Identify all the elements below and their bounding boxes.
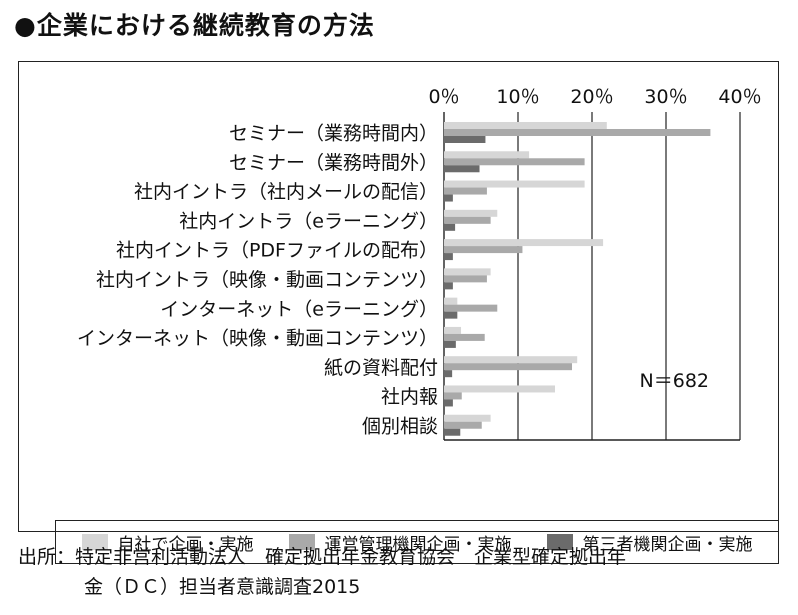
bar-5-2 (444, 282, 453, 290)
tick-label-30: 30％ (644, 86, 687, 108)
legend-label: 自社で企画・実施 (117, 534, 254, 555)
bar-6-2 (444, 311, 458, 319)
bar-10-1 (444, 421, 482, 429)
category-label: インターネット（eラーニング） (160, 298, 438, 320)
bar-10-2 (444, 428, 461, 436)
bar-9-2 (444, 399, 453, 407)
bar-8-2 (444, 370, 453, 378)
bar-10-0 (444, 414, 491, 422)
category-label: 社内イントラ（PDFファイルの配布） (116, 240, 438, 262)
bar-2-2 (444, 194, 453, 202)
legend-label: 第三者機関企画・実施 (582, 534, 753, 555)
category-label: インターネット（映像・動画コンテンツ） (77, 328, 438, 350)
category-label: 紙の資料配付 (324, 357, 438, 379)
bar-3-0 (444, 209, 498, 217)
tick-label-0: 0％ (428, 86, 459, 108)
category-label: 社内イントラ（映像・動画コンテンツ） (96, 269, 438, 291)
bar-1-0 (444, 151, 530, 159)
bar-4-1 (444, 246, 523, 254)
bar-2-1 (444, 187, 487, 195)
source-line-2: 金（ＤＣ）担当者意識調査2015 (84, 576, 361, 598)
legend-item: 運営管理機関企画・実施 (288, 530, 512, 555)
legend-item: 自社で企画・実施 (81, 530, 254, 555)
page-title: ●企業における継続教育の方法 (14, 11, 375, 40)
category-label: 個別相談 (362, 415, 438, 437)
bar-8-1 (444, 363, 573, 371)
bar-9-0 (444, 385, 555, 393)
bar-6-1 (444, 304, 498, 312)
bar-5-1 (444, 275, 487, 283)
category-label: 社内報 (381, 386, 438, 408)
legend-swatch (288, 534, 315, 550)
bar-4-0 (444, 239, 604, 247)
legend: 自社で企画・実施 運営管理機関企画・実施 第三者機関企画・実施 (55, 520, 779, 564)
tick-label-20: 20％ (570, 86, 613, 108)
tick-label-40: 40％ (718, 86, 761, 108)
bar-0-1 (444, 129, 711, 136)
sample-size-annotation: N＝682 (640, 370, 709, 392)
bar-0-0 (444, 122, 607, 129)
bar-9-1 (444, 392, 462, 400)
legend-label: 運営管理機関企画・実施 (324, 534, 512, 555)
bar-7-0 (444, 326, 462, 334)
bar-4-2 (444, 253, 453, 261)
source-line-1: 出所：特定非営利活動法人 確定拠出年金教育協会 企業型確定拠出年 (18, 546, 627, 568)
bar-1-2 (444, 165, 480, 173)
tick-label-10: 10％ (496, 86, 539, 108)
category-label: セミナー（業務時間外） (229, 152, 438, 174)
bar-6-0 (444, 297, 458, 305)
bar-7-1 (444, 333, 485, 341)
category-label: 社内イントラ（eラーニング） (179, 210, 438, 232)
bar-0-2 (444, 136, 486, 143)
legend-swatch (81, 534, 108, 550)
bar-chart: 0％ 10％ 20％ 30％ 40％ セミナー（業務時間内） セミナー（業務時間外） 社内イン… (77, 86, 762, 441)
bar-2-0 (444, 180, 585, 188)
bar-5-0 (444, 268, 491, 276)
bar-8-0 (444, 356, 578, 364)
bar-3-2 (444, 223, 456, 231)
bar-3-1 (444, 216, 491, 224)
legend-swatch (546, 534, 573, 550)
bar-7-2 (444, 340, 456, 348)
category-label: セミナー（業務時間内） (229, 123, 438, 145)
legend-item: 第三者機関企画・実施 (546, 530, 753, 555)
chart-frame: 0％ 10％ 20％ 30％ 40％ セミナー（業務時間内） セミナー（業務時間外） 社内イン… (18, 61, 779, 564)
category-label: 社内イントラ（社内メールの配信） (134, 181, 438, 203)
source-note: 出所：特定非営利活動法人 確定拠出年金教育協会 企業型確定拠出年 金（ＤＣ）担当… (18, 542, 788, 602)
bar-1-1 (444, 158, 585, 166)
